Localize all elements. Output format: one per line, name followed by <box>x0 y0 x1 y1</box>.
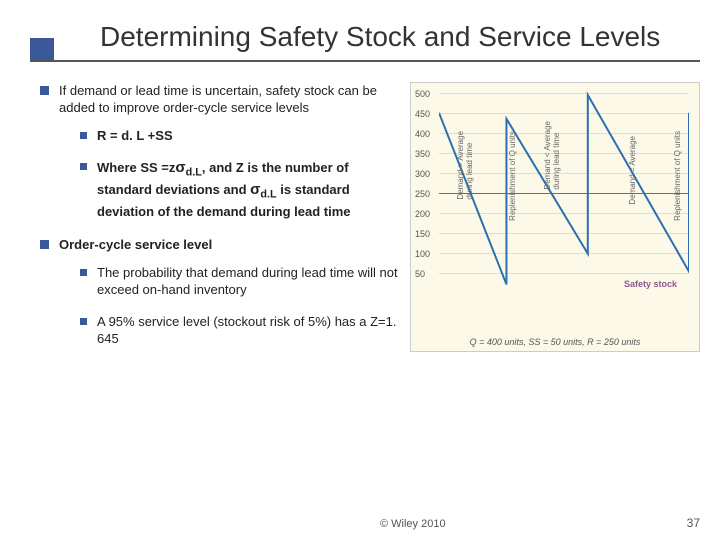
bullet-icon <box>80 132 87 139</box>
l: Demand < Average <box>543 121 552 190</box>
sigma: σ <box>175 159 185 176</box>
bullet-icon <box>40 240 49 249</box>
formula-explanation: Where SS =zσd.L, and Z is the number of … <box>97 158 400 220</box>
content-area: If demand or lead time is uncertain, saf… <box>0 54 720 362</box>
section-heading: Order-cycle service level <box>59 236 212 254</box>
sub-list: The probability that demand during lead … <box>80 264 400 348</box>
bullet-icon <box>80 318 87 325</box>
chart-column: 500 450 400 350 300 250 200 150 100 50 <box>410 82 700 362</box>
chart-plot-area: Demand > Average during lead time Replen… <box>439 91 689 306</box>
title-region: Determining Safety Stock and Service Lev… <box>0 0 720 54</box>
y-tick: 400 <box>415 129 430 139</box>
bullet-icon <box>40 86 49 95</box>
vert-annotation: Demand = Average <box>629 136 638 205</box>
sub: d.L <box>186 167 202 179</box>
safety-stock-label: Safety stock <box>622 279 679 289</box>
y-tick: 100 <box>415 249 430 259</box>
sub: d.L <box>260 189 276 201</box>
l: Demand > Average <box>456 131 465 200</box>
bullet-icon <box>80 163 87 170</box>
y-tick: 150 <box>415 229 430 239</box>
y-tick: 200 <box>415 209 430 219</box>
y-tick: 300 <box>415 169 430 179</box>
vert-annotation: Demand < Average during lead time <box>544 121 562 190</box>
page-number: 37 <box>687 516 700 530</box>
copyright-text: © Wiley 2010 <box>380 518 446 530</box>
y-tick: 450 <box>415 109 430 119</box>
page-title: Determining Safety Stock and Service Lev… <box>100 20 720 54</box>
bullet-text: A 95% service level (stockout risk of 5%… <box>97 313 400 348</box>
x-axis-caption: Q = 400 units, SS = 50 units, R = 250 un… <box>411 337 699 347</box>
sawtooth-line <box>439 91 689 306</box>
vert-annotation: Demand > Average during lead time <box>457 131 475 200</box>
bullet-item: If demand or lead time is uncertain, saf… <box>40 82 400 117</box>
y-tick: 500 <box>415 89 430 99</box>
y-tick: 350 <box>415 149 430 159</box>
vert-annotation: Replenishment of Q units <box>509 131 518 221</box>
bullet-item: R = d. L +SS <box>80 127 400 145</box>
vert-annotation: Replenishment of Q units <box>674 131 683 221</box>
t: Where SS =z <box>97 160 175 175</box>
formula-text: R = d. L +SS <box>97 127 173 145</box>
bullet-icon <box>80 269 87 276</box>
inventory-chart: 500 450 400 350 300 250 200 150 100 50 <box>410 82 700 352</box>
bullet-text: If demand or lead time is uncertain, saf… <box>59 82 400 117</box>
bullet-item: Where SS =zσd.L, and Z is the number of … <box>80 158 400 220</box>
y-tick: 50 <box>415 269 425 279</box>
bullet-item: A 95% service level (stockout risk of 5%… <box>80 313 400 348</box>
bullet-text: The probability that demand during lead … <box>97 264 400 299</box>
l: during lead time <box>465 142 474 199</box>
text-column: If demand or lead time is uncertain, saf… <box>40 82 400 362</box>
bullet-item: Order-cycle service level <box>40 236 400 254</box>
title-accent-square <box>30 38 54 62</box>
y-tick: 250 <box>415 189 430 199</box>
sigma: σ <box>250 181 260 198</box>
title-rule <box>30 60 700 62</box>
l: during lead time <box>552 132 561 189</box>
sub-list: R = d. L +SS Where SS =zσd.L, and Z is t… <box>80 127 400 221</box>
bullet-item: The probability that demand during lead … <box>80 264 400 299</box>
